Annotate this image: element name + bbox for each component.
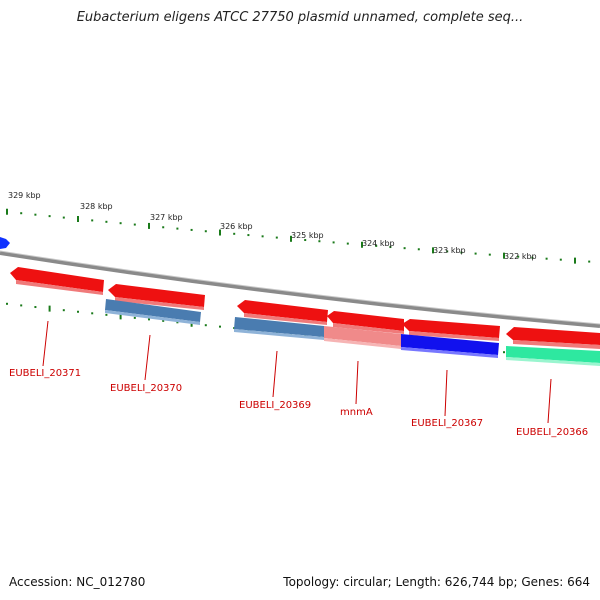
sequence-backbone [0,251,600,328]
scale-label: 322 kbp [504,252,537,261]
topology-summary: Topology: circular; Length: 626,744 bp; … [283,575,590,589]
outer-scale-ticks [6,208,591,264]
gene-label: EUBELI_20366 [516,427,588,438]
scale-label: 323 kbp [433,246,466,255]
label-leader-line [144,334,151,381]
gene-EUBELI_20370[interactable] [105,299,201,325]
gene-feature[interactable] [402,319,500,341]
gene-label: EUBELI_20367 [411,418,483,429]
gene-feature[interactable] [506,327,600,349]
accession-label: Accession: NC_012780 [9,575,146,589]
gene-label: EUBELI_20370 [110,383,182,394]
gene-label: EUBELI_20371 [9,368,81,379]
label-leader-line [444,369,448,417]
gene-label: mnmA [340,407,373,418]
label-leader-line [547,378,552,424]
scale-label: 324 kbp [362,239,395,248]
label-leader-line [272,350,278,398]
gene-feature-outer[interactable] [0,237,10,249]
page-title: Eubacterium eligens ATCC 27750 plasmid u… [76,10,524,25]
gene-feature[interactable] [108,284,205,310]
gene-feature[interactable] [327,311,404,334]
sequence-backbone-highlight [0,250,600,325]
gene-EUBELI_20371[interactable] [10,267,104,295]
gene-feature[interactable] [237,300,328,325]
scale-label: 326 kbp [220,222,253,231]
scale-label: 327 kbp [150,213,183,222]
label-leader-line [355,360,359,405]
gene-label: EUBELI_20369 [239,400,311,411]
label-leader-line [42,320,49,367]
gene-EUBELI_20367[interactable] [401,334,499,358]
gene-EUBELI_20369[interactable] [234,317,324,340]
scale-label: 329 kbp [8,191,41,200]
gene-EUBELI_20366[interactable] [506,346,600,366]
scale-label: 328 kbp [80,202,113,211]
scale-label: 325 kbp [291,231,324,240]
gene-mnmA[interactable] [324,326,401,349]
